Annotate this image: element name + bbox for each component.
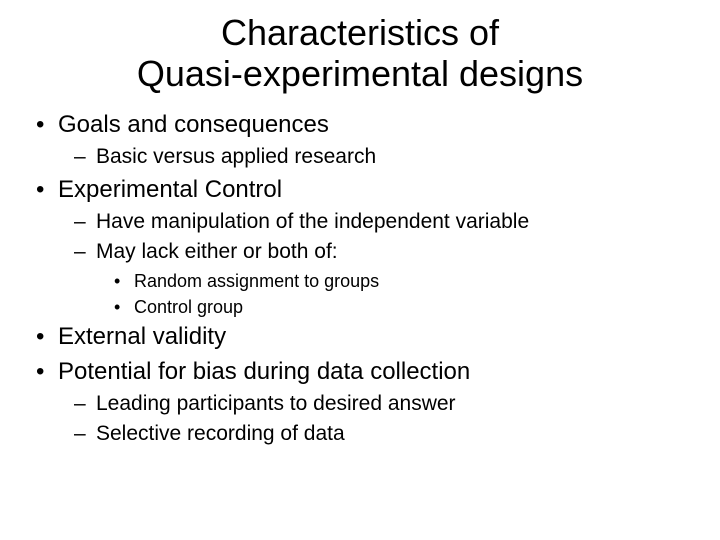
title-line-1: Characteristics of xyxy=(221,12,499,53)
bullet-item: May lack either or both of: Random assig… xyxy=(96,238,700,319)
bullet-item: Basic versus applied research xyxy=(96,143,700,171)
bullet-text: May lack either or both of: xyxy=(96,240,338,263)
bullet-text: External validity xyxy=(58,323,226,350)
bullet-text: Experimental Control xyxy=(58,176,282,203)
bullet-text: Basic versus applied research xyxy=(96,145,376,168)
bullet-list-level2: Leading participants to desired answer S… xyxy=(58,390,700,449)
bullet-item: Goals and consequences Basic versus appl… xyxy=(58,109,700,172)
bullet-item: Have manipulation of the independent var… xyxy=(96,208,700,236)
bullet-item: Selective recording of data xyxy=(96,420,700,448)
bullet-text: Have manipulation of the independent var… xyxy=(96,210,529,233)
bullet-item: Potential for bias during data collectio… xyxy=(58,356,700,449)
bullet-list-level3: Random assignment to groups Control grou… xyxy=(96,269,700,320)
bullet-item: Leading participants to desired answer xyxy=(96,390,700,418)
bullet-text: Selective recording of data xyxy=(96,422,345,445)
bullet-list-level2: Have manipulation of the independent var… xyxy=(58,208,700,319)
bullet-item: Random assignment to groups xyxy=(134,269,700,293)
bullet-list-level1: Goals and consequences Basic versus appl… xyxy=(30,109,700,449)
title-line-2: Quasi-experimental designs xyxy=(137,53,583,94)
bullet-text: Goals and consequences xyxy=(58,111,329,138)
slide-title: Characteristics of Quasi-experimental de… xyxy=(20,12,700,95)
bullet-item: Experimental Control Have manipulation o… xyxy=(58,174,700,320)
bullet-text: Control group xyxy=(134,297,243,317)
bullet-text: Leading participants to desired answer xyxy=(96,392,456,415)
bullet-item: External validity xyxy=(58,321,700,353)
bullet-list-level2: Basic versus applied research xyxy=(58,143,700,171)
slide-content: Goals and consequences Basic versus appl… xyxy=(20,109,700,449)
bullet-text: Random assignment to groups xyxy=(134,271,379,291)
bullet-item: Control group xyxy=(134,295,700,319)
bullet-text: Potential for bias during data collectio… xyxy=(58,358,470,385)
